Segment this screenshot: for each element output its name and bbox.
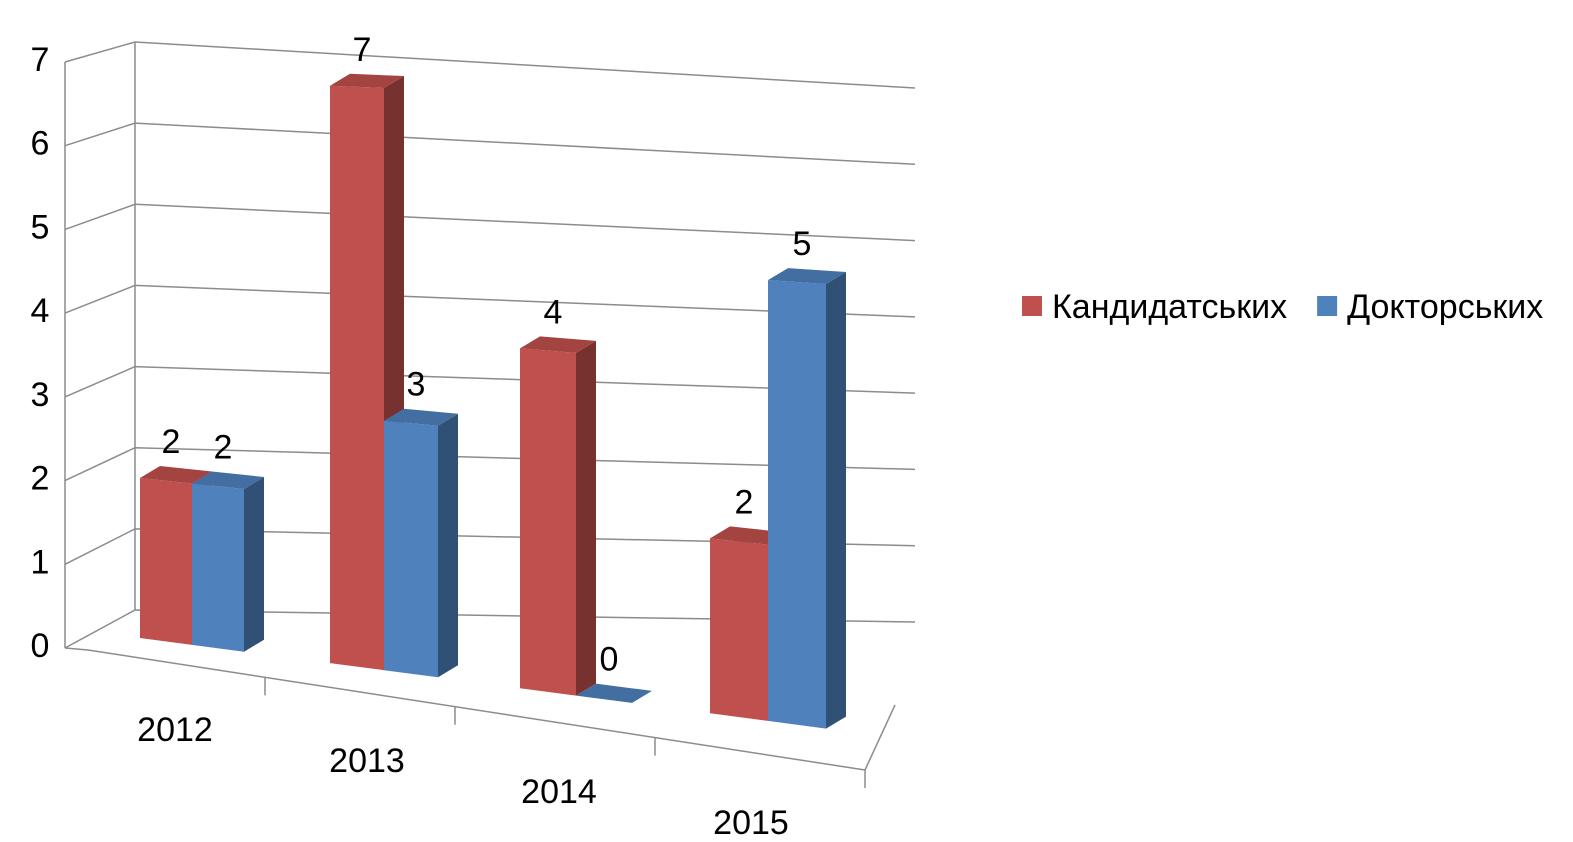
bar <box>192 471 264 652</box>
bar-top <box>520 336 596 353</box>
y-tick-label: 2 <box>31 460 50 498</box>
bar-side <box>576 340 596 696</box>
y-tick-label: 1 <box>31 543 50 581</box>
bar-front <box>384 420 438 678</box>
legend-label: Докторських <box>1347 288 1543 326</box>
x-axis <box>87 649 866 771</box>
legend-swatch <box>1317 296 1338 316</box>
data-label: 7 <box>353 31 372 69</box>
y-tick-label: 0 <box>31 627 50 665</box>
bar-side <box>826 272 846 729</box>
bar-top <box>192 471 264 489</box>
y-tick-label: 5 <box>31 208 50 246</box>
data-label: 3 <box>407 366 426 404</box>
legend-label: Кандидатських <box>1052 288 1287 326</box>
bar-top <box>140 466 212 484</box>
x-tick-label: 2013 <box>329 742 405 780</box>
bar-front <box>710 538 768 721</box>
x-tick-label: 2014 <box>521 773 597 811</box>
bar-front <box>140 478 192 645</box>
x-tick-label: 2015 <box>713 804 789 842</box>
bar-front <box>192 483 244 652</box>
bar <box>520 336 596 696</box>
data-label: 5 <box>793 225 812 263</box>
data-label: 0 <box>600 641 619 679</box>
bar-front <box>330 85 384 671</box>
y-tick-label: 6 <box>31 125 50 163</box>
y-tick-label: 4 <box>31 292 50 330</box>
bar-top <box>768 268 846 284</box>
floor-edge <box>64 647 89 651</box>
bar-front <box>768 280 826 729</box>
data-label: 4 <box>544 293 563 331</box>
bar-side <box>244 477 264 652</box>
bar <box>384 408 458 678</box>
grid-line <box>64 122 916 166</box>
bar-top <box>384 408 458 426</box>
legend-swatch <box>1022 296 1042 316</box>
bar-top <box>330 73 404 88</box>
grid-line <box>64 41 916 89</box>
bar <box>768 268 846 729</box>
bar-top <box>576 683 652 703</box>
grid-line <box>64 203 916 242</box>
bar <box>576 683 652 703</box>
y-tick-label: 7 <box>31 41 50 79</box>
floor-right <box>864 704 896 771</box>
data-label: 2 <box>735 483 754 521</box>
bar-side <box>438 413 458 678</box>
data-label: 2 <box>214 428 233 466</box>
data-label: 2 <box>162 423 181 461</box>
x-tick-label: 2012 <box>137 711 213 749</box>
y-tick-label: 3 <box>31 376 50 414</box>
bar-front <box>520 348 576 696</box>
